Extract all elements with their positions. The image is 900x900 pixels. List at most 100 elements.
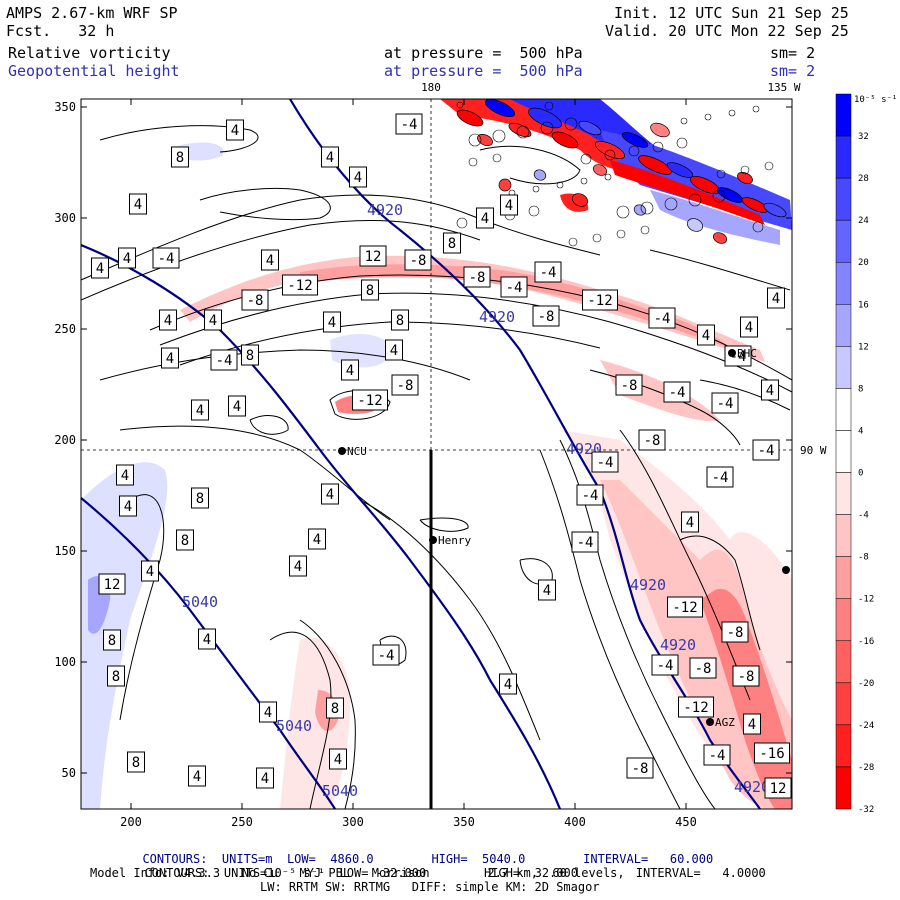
colorbar-segment (835, 766, 852, 810)
colorbar-segment (835, 472, 852, 515)
vorticity-cell (638, 155, 672, 175)
vorticity-cell (551, 131, 579, 149)
svg-text:4: 4 (193, 769, 201, 785)
vorticity-contour (564, 117, 578, 131)
forecast-hour: Fcst. 32 h (6, 22, 115, 40)
vorticity-contour (119, 494, 165, 721)
svg-text:4: 4 (203, 632, 211, 648)
x-tick-label: 300 (342, 815, 364, 829)
svg-text:-16: -16 (759, 746, 784, 762)
vorticity-label: 4 (116, 464, 134, 486)
vorticity-label: 4 (91, 257, 109, 279)
vorticity-label: 4 (191, 399, 209, 421)
vorticity-contour (712, 189, 726, 203)
vorticity-label: 4 (141, 560, 159, 582)
svg-text:8: 8 (246, 348, 254, 364)
vorticity-label: -8 (732, 665, 760, 687)
vorticity-label: 4 (289, 555, 307, 577)
svg-text:8: 8 (132, 755, 140, 771)
vorticity-contour (540, 121, 554, 135)
vorticity-contour (699, 379, 791, 411)
colorbar-segment (835, 556, 852, 599)
vorticity-label: -8 (626, 757, 654, 779)
height-label: 5040 (182, 593, 218, 611)
vorticity-label: 4 (767, 287, 785, 309)
vorticity-label: 8 (107, 665, 125, 687)
vorticity-label: -8 (463, 266, 491, 288)
vorticity-label: 4 (204, 309, 222, 331)
vorticity-label: 4 (228, 395, 246, 417)
vorticity-label: 4 (159, 309, 177, 331)
colorbar-label: -12 (858, 595, 874, 605)
x-tick-label: 400 (564, 815, 586, 829)
vorticity-label: 4 (349, 166, 367, 188)
vorticity-label: -8 (404, 249, 432, 271)
colorbar-segment (835, 135, 852, 179)
colorbar-segment (835, 93, 852, 137)
y-tick-label: 50 (62, 766, 76, 780)
svg-text:-8: -8 (397, 378, 414, 394)
vorticity-cell (686, 218, 704, 232)
vorticity-contour (728, 109, 736, 117)
colorbar-segment (835, 724, 852, 768)
station-henry: Henry (429, 534, 471, 547)
vorticity-label: -12 (582, 289, 618, 311)
vorticity-label: 8 (443, 232, 461, 254)
vorticity-fill-blue-mid (330, 333, 392, 368)
height-label: 5040 (276, 717, 312, 735)
svg-text:-12: -12 (357, 393, 382, 409)
svg-text:-4: -4 (216, 353, 233, 369)
vorticity-label: 8 (127, 751, 145, 773)
svg-text:-8: -8 (632, 761, 649, 777)
footer-vort-contours: CONTOURS: UNITS=10⁻⁵ s⁻¹ LOW= -32.000 HI… (130, 852, 765, 880)
vorticity-label: -8 (638, 429, 666, 451)
vorticity-label: -12 (667, 596, 703, 618)
vorticity-cell (712, 232, 728, 244)
svg-text:8: 8 (108, 633, 116, 649)
vorticity-cell (578, 120, 602, 136)
colorbar-label: 32 (858, 132, 869, 142)
geopotential-height-contour (289, 99, 761, 809)
svg-text:4: 4 (123, 251, 131, 267)
svg-text:NCU: NCU (347, 445, 367, 458)
svg-text:4: 4 (164, 313, 172, 329)
vorticity-fill-red-ne (440, 99, 650, 172)
svg-text:8: 8 (331, 701, 339, 717)
colorbar-segment (835, 304, 852, 347)
vorticity-label: -4 (210, 349, 238, 371)
svg-text:12: 12 (770, 781, 787, 797)
field2-name: Geopotential height (8, 62, 180, 80)
svg-text:BHC: BHC (737, 347, 757, 360)
svg-text:4: 4 (686, 515, 694, 531)
meridian-180-label: 180 (421, 81, 441, 94)
vorticity-label: -4 (651, 654, 679, 676)
vorticity-label: 8 (191, 487, 209, 509)
vorticity-label: 4 (321, 146, 339, 168)
vorticity-label: -4 (571, 531, 599, 553)
station-ncu: NCU (338, 445, 367, 458)
vorticity-cell (498, 178, 512, 192)
svg-text:-4: -4 (654, 311, 671, 327)
vorticity-contour (456, 101, 464, 109)
vorticity-contour (652, 141, 664, 153)
vorticity-label: -4 (711, 392, 739, 414)
colorbar-segment (835, 219, 852, 263)
colorbar-label: -24 (858, 721, 874, 731)
height-label: 4920 (367, 201, 403, 219)
vorticity-label: 12 (359, 245, 387, 267)
vorticity-contour (752, 221, 764, 233)
vorticity-label: 4 (500, 194, 518, 216)
vorticity-label: 4 (226, 119, 244, 141)
svg-text:-8: -8 (727, 625, 744, 641)
vorticity-contour (580, 153, 592, 165)
footer-height-contours: CONTOURS: UNITS=m LOW= 4860.0 HIGH= 5040… (128, 838, 713, 866)
vorticity-label: -4 (752, 439, 780, 461)
colorbar-label: -28 (858, 763, 874, 773)
svg-text:4: 4 (124, 499, 132, 515)
svg-text:-4: -4 (378, 648, 395, 664)
svg-text:4: 4 (134, 197, 142, 213)
vorticity-label: -12 (678, 696, 714, 718)
footer-vort-low: CONTOURS: UNITS=10⁻⁵ s⁻¹ LOW= -32.000 (144, 866, 427, 880)
svg-text:-4: -4 (709, 748, 726, 764)
vorticity-contour (269, 631, 332, 809)
